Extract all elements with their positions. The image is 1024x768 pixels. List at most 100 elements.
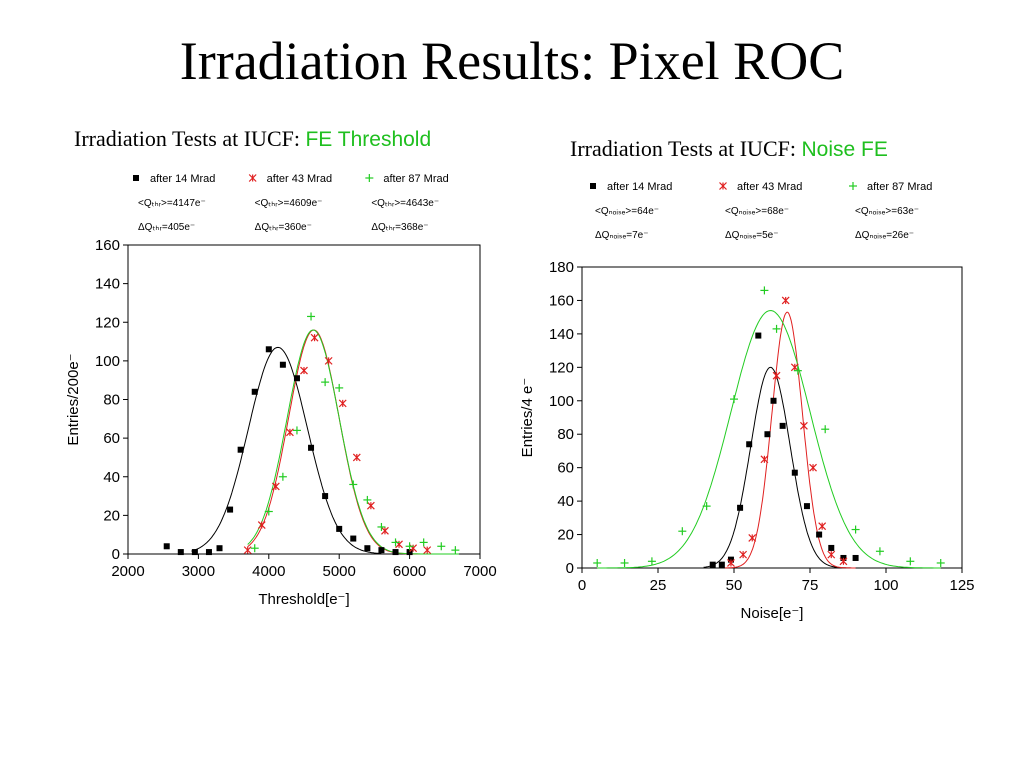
data-point: [816, 531, 823, 538]
x-tick-label: 2000: [111, 563, 144, 580]
y-tick-label: 140: [95, 276, 120, 293]
chart-right-title-highlight: Noise FE: [801, 138, 888, 161]
y-tick-label: 40: [557, 493, 574, 510]
data-point: [702, 502, 711, 511]
y-tick-label: 0: [566, 560, 574, 577]
chart-left-title-highlight: FE Threshold: [305, 128, 432, 151]
chart-right-title: Irradiation Tests at IUCF: Noise FE: [570, 136, 888, 162]
data-point: [191, 549, 198, 556]
data-point: [451, 546, 460, 555]
data-point: [336, 525, 343, 532]
data-point: [405, 542, 414, 551]
data-point: [250, 544, 259, 553]
chart-right-title-prefix: Irradiation Tests at IUCF:: [570, 136, 796, 161]
data-point: [243, 546, 252, 555]
x-axis-label: Noise[e⁻]: [741, 605, 804, 622]
legend-marker: [133, 175, 139, 181]
legend-marker: [590, 183, 596, 189]
y-tick-label: 20: [557, 527, 574, 544]
data-point: [809, 463, 817, 472]
data-point: [799, 421, 808, 430]
legend-mean: <Qₙₒᵢₛₑ>=68e⁻: [725, 206, 789, 217]
data-point: [839, 557, 848, 566]
y-tick-label: 140: [549, 326, 574, 343]
data-point: [310, 333, 319, 342]
plot-frame: [127, 244, 481, 555]
fit-curve-0: [703, 366, 856, 569]
data-point: [906, 557, 915, 566]
data-point: [338, 399, 347, 408]
x-tick-label: 4000: [252, 563, 285, 580]
data-point: [227, 506, 234, 513]
y-tick-label: 160: [549, 292, 574, 309]
data-point: [423, 546, 432, 555]
data-point: [730, 395, 738, 404]
series-1-points: [243, 333, 432, 555]
y-tick-label: 120: [95, 314, 120, 331]
data-point: [335, 383, 344, 392]
legend-marker: [719, 182, 727, 190]
data-point: [308, 444, 315, 451]
data-point: [739, 550, 748, 559]
legend-marker: [248, 174, 257, 182]
data-point: [321, 378, 330, 387]
series-2-points: [593, 286, 945, 567]
plot-frame: [581, 266, 963, 569]
data-point: [790, 363, 799, 372]
series-0-points: [163, 346, 413, 556]
data-point: [163, 543, 170, 550]
legend-mean: <Qₙₒᵢₛₑ>=64e⁻: [595, 206, 659, 217]
legend-label: after 87 Mrad: [383, 173, 448, 185]
data-point: [381, 526, 389, 535]
legend-label: after 14 Mrad: [150, 173, 215, 185]
y-tick-label: 20: [103, 507, 120, 524]
data-point: [755, 332, 762, 339]
data-point: [406, 549, 413, 556]
data-point: [285, 428, 294, 437]
data-point: [216, 545, 223, 552]
legend-mean: <Qₜₕᵣ>=4609e⁻: [255, 198, 323, 209]
data-point: [852, 554, 859, 561]
data-point: [292, 426, 301, 435]
x-tick-label: 3000: [182, 563, 215, 580]
data-point: [746, 441, 753, 448]
legend-mean: <Qₜₕᵣ>=4147e⁻: [138, 198, 206, 209]
x-tick-label: 50: [726, 577, 743, 594]
legend-mean: <Qₙₒᵢₛₑ>=63e⁻: [855, 206, 919, 217]
y-tick-label: 40: [103, 469, 120, 486]
legend-mean: <Qₜₕᵣ>=4643e⁻: [371, 198, 439, 209]
data-point: [779, 422, 786, 429]
data-point: [793, 366, 802, 375]
fit-curve-1: [724, 311, 856, 569]
fit-curve-0: [191, 346, 382, 554]
y-tick-label: 100: [95, 353, 120, 370]
data-point: [391, 538, 400, 547]
y-tick-label: 80: [103, 392, 120, 409]
data-point: [593, 558, 602, 567]
fit-curve-1: [247, 329, 431, 555]
legend-sigma: ΔQₙₒᵢₛₑ=7e⁻: [595, 230, 648, 241]
data-point: [818, 522, 827, 531]
x-axis-label: Threshold[e⁻]: [258, 591, 349, 608]
x-tick-label: 5000: [323, 563, 356, 580]
data-point: [678, 527, 687, 536]
y-tick-label: 180: [549, 259, 574, 276]
data-point: [936, 558, 945, 567]
data-point: [251, 388, 258, 395]
y-axis-label: Entries/200e⁻: [65, 353, 82, 445]
series-0-points: [709, 332, 859, 568]
data-point: [350, 535, 357, 542]
data-point: [278, 472, 287, 481]
y-tick-label: 0: [112, 546, 120, 563]
x-tick-label: 0: [578, 577, 586, 594]
x-tick-label: 25: [650, 577, 667, 594]
series-2-points: [250, 312, 460, 555]
data-point: [364, 545, 371, 552]
data-point: [821, 425, 830, 434]
data-point: [437, 542, 446, 551]
data-point: [300, 366, 308, 375]
data-point: [257, 521, 266, 529]
legend-marker: [365, 174, 374, 182]
data-point: [366, 501, 375, 510]
legend-sigma: ΔQₜₕᵣ=405e⁻: [138, 222, 195, 233]
